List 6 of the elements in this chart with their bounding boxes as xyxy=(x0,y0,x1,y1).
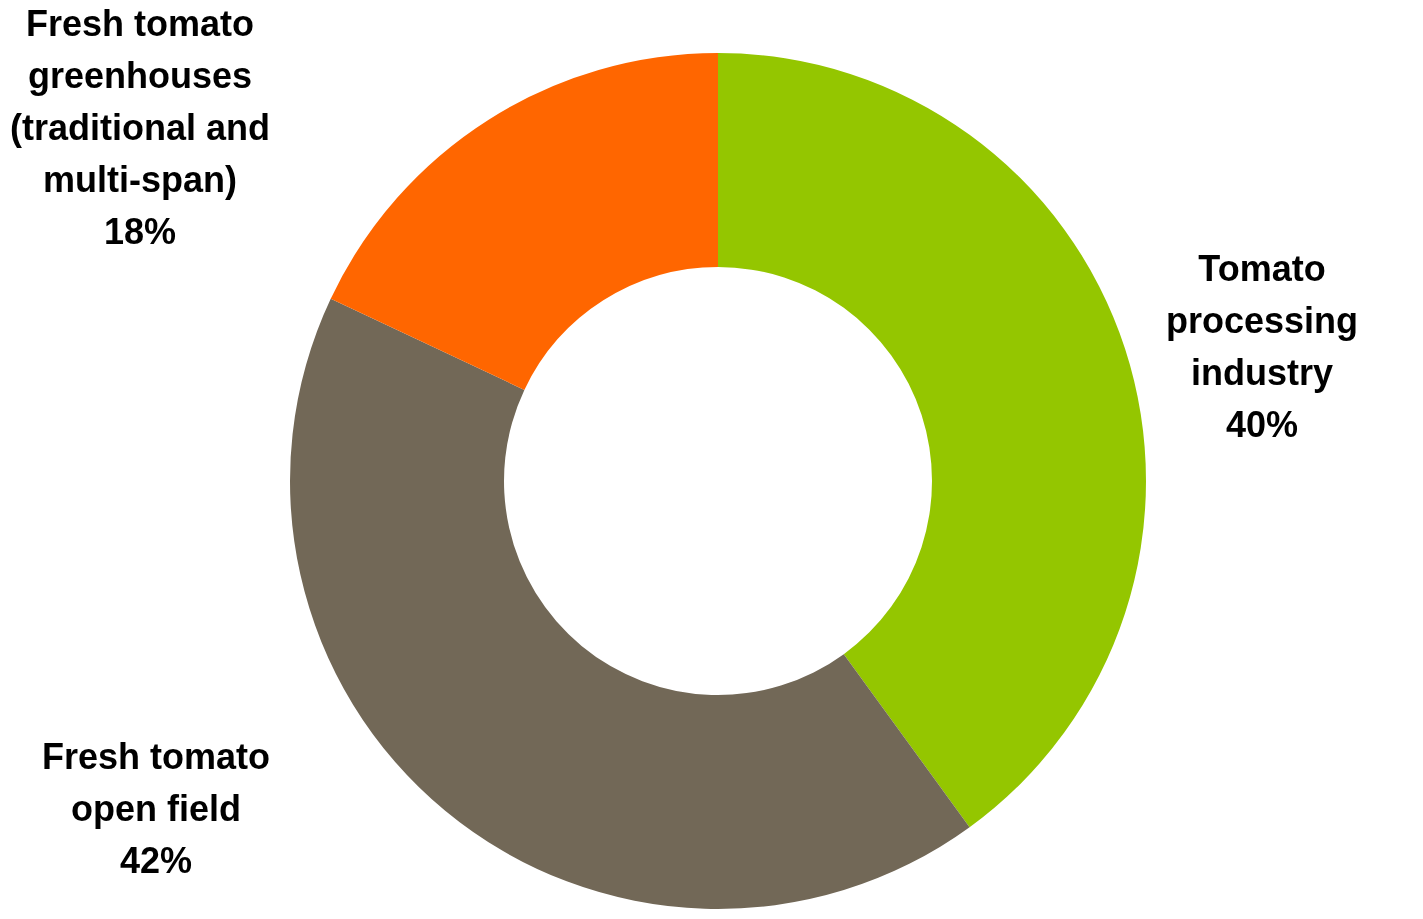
data-label: 42% xyxy=(119,839,193,881)
slice-label: Fresh tomato greenhouses (traditional and multi-span) xyxy=(10,2,270,200)
slice-label: Tomato processing industry xyxy=(1166,247,1359,393)
data-label: 40% xyxy=(1226,403,1299,445)
slice-label: Fresh tomato open field xyxy=(41,735,270,829)
data-label: 18% xyxy=(103,210,177,252)
